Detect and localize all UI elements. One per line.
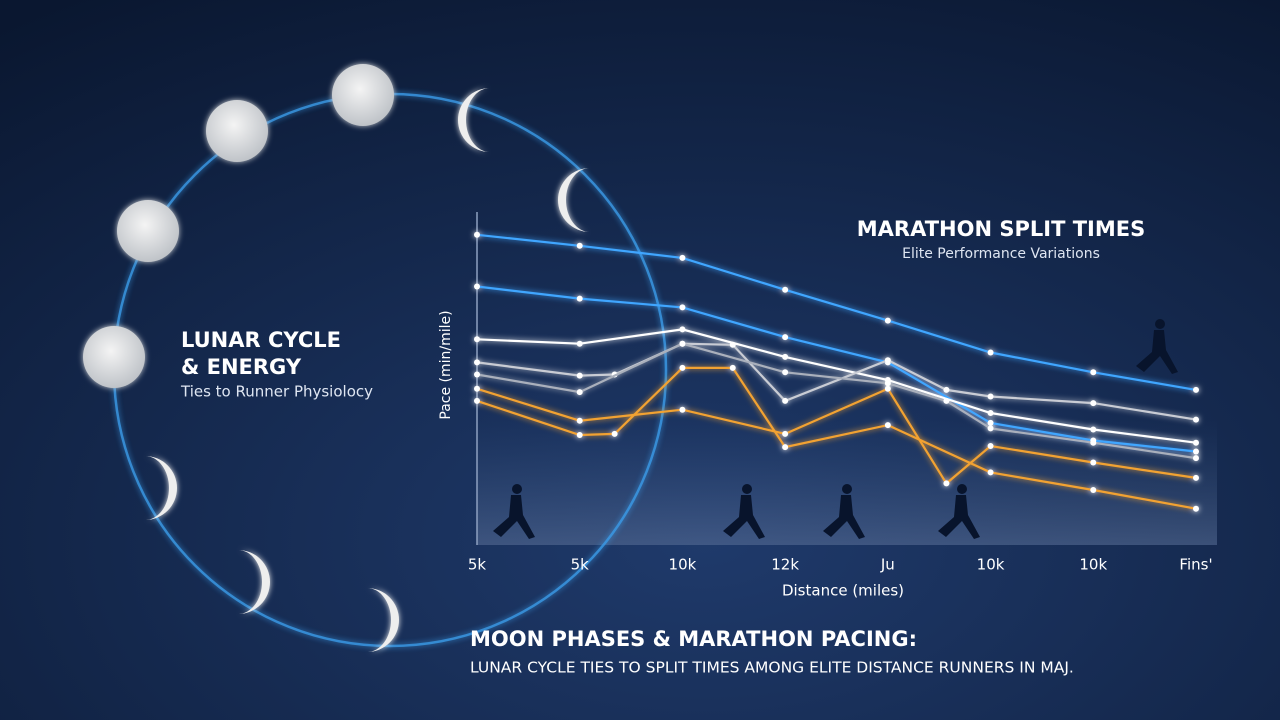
x-tick-label: 10k [1079,556,1107,574]
full-moon [206,100,268,162]
data-point [474,283,480,290]
data-point [679,364,686,371]
data-point [474,397,480,404]
data-point [943,386,950,393]
crescent-moon [367,588,399,652]
data-point [782,286,789,293]
series-line [476,233,1197,391]
data-point [884,380,891,387]
x-tick-label: 10k [977,556,1005,574]
data-point [576,432,583,438]
crescent-moon [458,88,490,152]
series-line [476,366,1197,510]
data-point [1090,459,1097,466]
data-point [474,385,480,392]
data-point [782,430,789,437]
data-point [1193,439,1199,446]
data-point [1090,400,1097,407]
x-tick-label: 12k [771,556,799,574]
plot-lines [474,231,1199,512]
crescent-moon [145,456,177,520]
data-point [729,341,736,348]
data-point [1193,416,1199,423]
data-point [943,397,950,404]
data-point [987,393,994,400]
data-point [474,371,480,378]
x-axis-label: Distance (miles) [782,582,904,600]
runner [493,484,535,539]
crescent-moon [558,168,590,232]
data-point [679,304,686,311]
data-point [782,397,789,404]
runner [1136,319,1178,374]
moons [83,64,590,652]
data-point [576,295,583,302]
runner [938,484,980,539]
data-point [729,364,736,371]
full-moon [83,326,145,388]
data-point [1193,505,1199,512]
data-point [679,326,686,333]
data-point [679,340,686,347]
data-point [679,406,686,413]
data-point [1193,386,1199,393]
data-point [1090,369,1097,376]
y-axis-label: Pace (min/mile) [438,310,454,419]
data-point [884,357,891,364]
x-tick-label: 5k [468,556,487,574]
x-tick-label: Ju [880,556,895,574]
data-point [987,469,994,476]
data-point [611,430,618,437]
chart-floor [477,420,1217,545]
chart-title: MARATHON SPLIT TIMES [857,217,1145,241]
runners [493,319,1178,539]
data-point [782,369,789,376]
data-point [1193,455,1199,462]
data-point [987,419,994,426]
crescent-moon [238,550,270,614]
data-point [474,336,480,343]
data-point [782,334,789,341]
full-moon [332,64,394,126]
footer-headline: MOON PHASES & MARATHON PACING: [470,627,917,651]
data-point [1193,474,1199,481]
data-point [576,372,583,379]
x-tick-label: Fins' [1179,556,1212,574]
data-point [1193,448,1199,455]
data-point [987,349,994,356]
x-tick-label: 10k [669,556,697,574]
panel-title: LUNAR CYCLE [181,328,341,352]
data-point [1090,487,1097,493]
data-point [576,417,583,424]
data-point [943,480,950,487]
data-point [884,422,891,429]
panel-title: & ENERGY [181,355,302,379]
series-line [476,328,1197,444]
data-point [987,425,994,432]
data-point [474,359,480,366]
data-point [576,340,583,347]
data-point [782,444,789,451]
panel-subtitle: Ties to Runner Physiolocy [180,383,373,401]
data-point [576,242,583,249]
data-point [474,231,480,238]
series-line [476,285,1197,453]
data-point [987,443,994,449]
data-point [782,353,789,360]
footer-subheadline: LUNAR CYCLE TIES TO SPLIT TIMES AMONG EL… [470,659,1074,677]
data-point [1090,439,1097,446]
runner [823,484,865,539]
full-moon [117,200,179,262]
chart-subtitle: Elite Performance Variations [902,246,1100,262]
data-point [987,410,994,416]
data-point [679,254,686,261]
data-point [884,317,891,324]
data-point [576,389,583,396]
runner [723,484,765,539]
data-point [884,385,891,392]
data-point [1090,426,1097,433]
x-tick-label: 5k [571,556,590,574]
